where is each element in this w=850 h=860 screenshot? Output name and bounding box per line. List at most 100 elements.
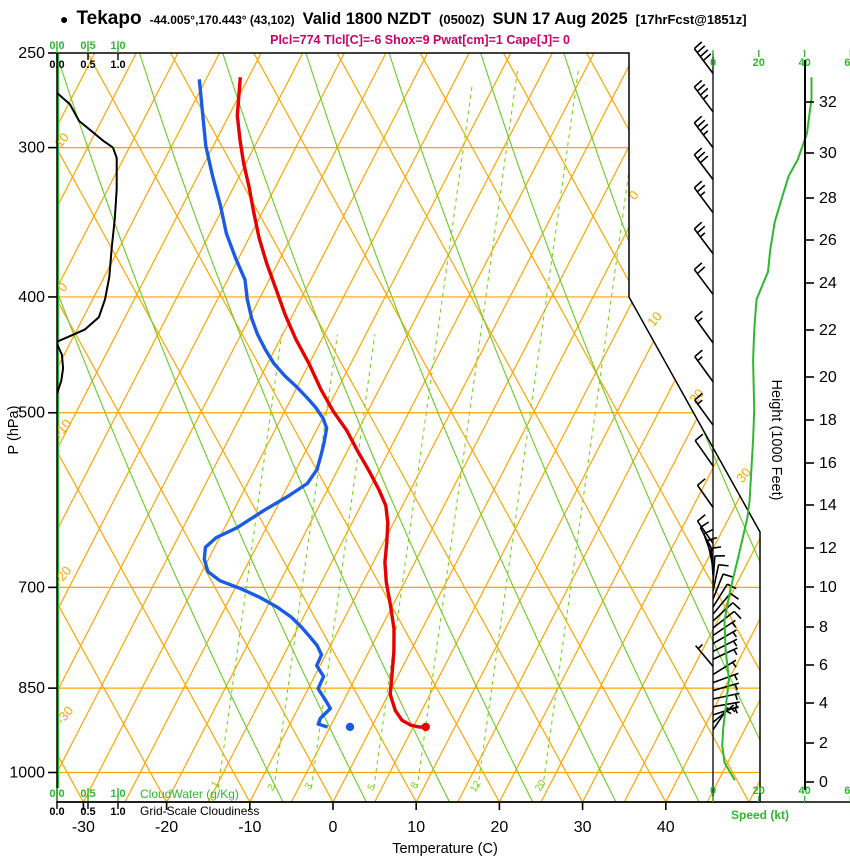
- wind-barb-staff: [699, 527, 714, 552]
- wind-barb-feather: [696, 119, 706, 128]
- moist-adiabat-line: [563, 53, 760, 802]
- sounding-indices-line: Plcl=774 Tlcl[C]=-6 Shox=9 Pwat[cm]=1 Ca…: [270, 33, 570, 47]
- wind-barb: [693, 79, 714, 113]
- cloudwater-scale-label: CloudWater (g/Kg): [140, 787, 239, 801]
- isotherm-line: [57, 53, 179, 802]
- cloudwater-scale-value: 1.0: [110, 788, 125, 800]
- wind-barb-half-feather: [697, 399, 703, 405]
- wind-barb-feather: [693, 41, 703, 50]
- wind-barb: [699, 521, 714, 552]
- wind-barb: [693, 147, 714, 180]
- valid-time-label: Valid 1800 NZDT: [302, 10, 432, 28]
- wind-barb-staff: [693, 269, 714, 295]
- mixing-ratio-line: [477, 69, 579, 789]
- wind-barb-half-feather: [699, 191, 706, 197]
- height-axis-label: Height (1000 Feet): [768, 379, 784, 501]
- wind-barb-feather: [696, 83, 706, 92]
- wind-barb-feather: [699, 49, 709, 58]
- wind-barb-feather: [718, 563, 729, 567]
- dry-adiabat-line: [57, 53, 251, 802]
- height-tick-label: 8: [819, 619, 828, 636]
- moist-adiabat-line: [138, 53, 450, 802]
- height-tick-label: 28: [819, 190, 837, 207]
- height-tick-label: 18: [819, 412, 837, 429]
- wind-barb-half-feather: [732, 631, 738, 638]
- wind-barb-feather: [722, 573, 733, 578]
- wind-barb-feather: [696, 266, 706, 275]
- wind-barb-feather: [699, 87, 709, 96]
- wind-barb-staff: [693, 86, 714, 113]
- temperature-tick-label: 0: [329, 819, 338, 836]
- wind-barb-feather: [699, 155, 709, 164]
- temperature-tick-label: 30: [574, 819, 592, 836]
- temperature-tick-label: 10: [407, 819, 425, 836]
- wind-barb: [693, 115, 714, 149]
- wind-barb-half-feather: [702, 94, 709, 100]
- wind-barb-staff: [696, 484, 714, 508]
- dry-adiabat-line: [419, 53, 760, 802]
- chart-title: ● Tekapo -44.005°,170.443° (43,102) Vali…: [60, 8, 747, 30]
- wind-barb-feather: [694, 433, 704, 442]
- wind-barb-half-feather: [731, 622, 737, 628]
- mixing-ratio-label: 8: [409, 780, 422, 791]
- wind-barb-half-feather: [732, 640, 738, 647]
- temperature-tick-label: -30: [72, 819, 95, 836]
- moist-adiabat-line: [222, 53, 534, 802]
- wind-barb: [712, 573, 733, 600]
- moist-adiabat-line: [305, 53, 617, 802]
- speed-scale-value: 0: [710, 57, 716, 69]
- isotherm-line: [57, 53, 137, 802]
- cloudiness-scale-value: 0.5: [80, 59, 95, 71]
- wind-barb-half-feather: [725, 710, 732, 715]
- height-tick-label: 12: [819, 540, 837, 557]
- wind-barb-half-feather: [733, 649, 738, 656]
- speed-scale-value: 0: [710, 785, 716, 797]
- wind-barb: [712, 672, 739, 684]
- mixing-ratio-label: 1: [210, 779, 223, 790]
- wind-barb: [712, 682, 740, 692]
- height-tick-label: 20: [819, 369, 837, 386]
- plot-area: [57, 53, 760, 802]
- wind-barb-staff: [712, 602, 734, 622]
- wind-barb-feather: [693, 147, 703, 156]
- wind-barb-feather: [694, 392, 703, 401]
- wind-barb-staff: [712, 555, 716, 583]
- wind-barb-feather: [693, 79, 703, 88]
- cloudwater-scale-value: 0.5: [80, 788, 95, 800]
- wind-barb: [693, 221, 714, 255]
- isotherm-line: [540, 53, 760, 802]
- isotherm-line: [124, 53, 512, 802]
- height-tick-label: 32: [819, 94, 837, 111]
- cloudiness-scale-value: 0.5: [80, 806, 95, 818]
- station-coordinates: -44.005°,170.443° (43,102): [149, 13, 295, 27]
- wind-barb-half-feather: [734, 693, 739, 701]
- cloudwater-scale-value: 0.5: [80, 40, 95, 52]
- speed-scale-value: 40: [798, 785, 810, 797]
- height-tick-label: 0: [819, 774, 828, 791]
- wind-barb-staff: [710, 548, 714, 576]
- wind-barb: [712, 563, 729, 592]
- wind-barb-feather: [694, 310, 703, 319]
- wind-barb: [693, 262, 714, 295]
- temperature-tick-label: 40: [657, 819, 675, 836]
- dry-adiabat-line: [336, 53, 750, 802]
- pressure-tick-label: 850: [18, 680, 45, 697]
- wind-barb-half-feather: [702, 130, 709, 136]
- isotherm-label: 0: [625, 188, 641, 203]
- moist-adiabat-line: [388, 53, 700, 802]
- wind-barb-staff: [712, 564, 720, 592]
- wind-barb: [712, 602, 741, 622]
- wind-barb-staff: [694, 356, 714, 383]
- pressure-tick-label: 250: [18, 45, 45, 62]
- wind-barb: [712, 554, 725, 583]
- isotherm-line: [290, 53, 678, 802]
- wind-barb-staff: [712, 573, 724, 600]
- wind-barb-staff: [712, 682, 740, 692]
- wind-barb-feather: [696, 514, 706, 522]
- wind-barb-feather: [699, 123, 709, 132]
- wind-barb-feather: [696, 45, 706, 54]
- cloudiness-curve: [57, 343, 65, 395]
- wind-barb-feather: [729, 592, 740, 600]
- wind-barb: [712, 659, 737, 676]
- moist-adiabat-line: [57, 53, 367, 802]
